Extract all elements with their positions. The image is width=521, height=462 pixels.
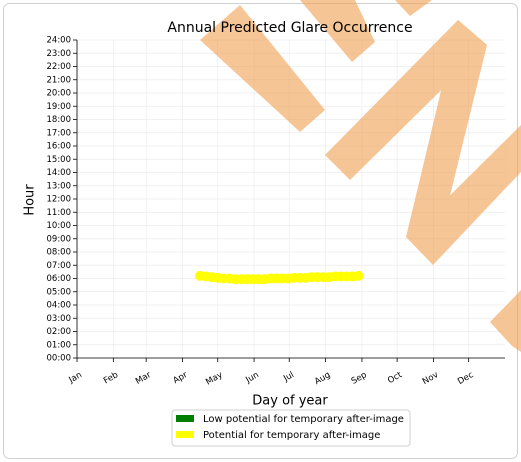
y-axis-label: Hour <box>23 184 38 216</box>
y-tick-label: 18:00 <box>47 115 72 125</box>
y-tick-label: 16:00 <box>47 142 72 152</box>
y-tick-label: 02:00 <box>47 327 72 337</box>
y-tick-label: 11:00 <box>47 208 72 218</box>
y-tick-label: 21:00 <box>47 75 72 85</box>
legend-label: Potential for temporary after-image <box>203 430 380 441</box>
y-tick-label: 08:00 <box>47 248 72 258</box>
legend-label: Low potential for temporary after-image <box>203 414 404 425</box>
legend-swatch <box>176 431 194 438</box>
y-tick-label: 15:00 <box>47 155 72 165</box>
y-tick-label: 01:00 <box>47 340 72 350</box>
y-tick-label: 06:00 <box>47 274 72 284</box>
chart: 00:00 01:00 02:00 03:00 04:00 05:00 06:00 07:00… <box>0 0 521 462</box>
y-tick-label: 23:00 <box>47 49 72 59</box>
y-tick-label: 14:00 <box>47 168 72 178</box>
chart-title: Annual Predicted Glare Occurrence <box>167 20 412 36</box>
x-axis-label: Day of year <box>252 394 328 409</box>
y-tick-label: 10:00 <box>47 221 72 231</box>
y-tick-label: 20:00 <box>47 89 72 99</box>
y-tick-label: 03:00 <box>47 314 72 324</box>
y-tick-label: 05:00 <box>47 287 72 297</box>
y-tick-label: 24:00 <box>47 36 72 46</box>
y-tick-label: 13:00 <box>47 181 72 191</box>
y-tick-label: 19:00 <box>47 102 72 112</box>
y-tick-label: 22:00 <box>47 62 72 72</box>
y-tick-label: 00:00 <box>47 354 72 364</box>
y-tick-label: 09:00 <box>47 234 72 244</box>
y-tick-label: 04:00 <box>47 301 72 311</box>
y-tick-label: 17:00 <box>47 128 72 138</box>
data-point <box>353 271 363 281</box>
legend-swatch <box>176 415 194 422</box>
y-tick-label: 07:00 <box>47 261 72 271</box>
legend: Low potential for temporary after-image P… <box>172 410 410 446</box>
y-tick-label: 12:00 <box>47 195 72 205</box>
